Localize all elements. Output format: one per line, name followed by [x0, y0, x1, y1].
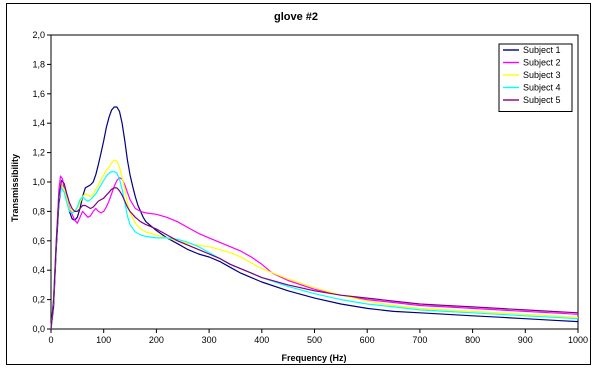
- x-tick-label: 200: [149, 335, 164, 345]
- x-tick-label: 500: [307, 335, 322, 345]
- legend-entry: Subject 1: [523, 45, 561, 55]
- y-tick-label: 1,8: [32, 59, 45, 69]
- y-tick-label: 2,0: [32, 30, 45, 40]
- chart-title: glove #2: [274, 11, 318, 23]
- plot-area: 0,0 0,2 0,4 0,6 0,8 1,0 1,2 1,4 1,6 1,8 2,0 0 100 200…: [32, 30, 588, 345]
- legend-entry: Subject 5: [523, 95, 561, 105]
- x-axis-title: Frequency (Hz): [281, 353, 346, 363]
- series-line-subject-4: [50, 171, 579, 330]
- series-line-subject-2: [50, 175, 579, 330]
- y-axis-title: Transmissibility: [10, 154, 20, 222]
- x-tick-label: 900: [518, 335, 533, 345]
- y-tick-label: 1,0: [32, 177, 45, 187]
- y-tick-label: 0,6: [32, 236, 45, 246]
- y-tick-label: 1,4: [32, 118, 45, 128]
- series-line-subject-5: [50, 179, 579, 330]
- x-tick-label: 600: [360, 335, 375, 345]
- x-tick-label: 800: [465, 335, 480, 345]
- y-tick-label: 0,2: [32, 295, 45, 305]
- series-line-subject-1: [50, 106, 579, 330]
- y-tick-label: 0,8: [32, 206, 45, 216]
- x-tick-label: 100: [96, 335, 111, 345]
- x-tick-label: 400: [254, 335, 269, 345]
- legend: Subject 1 Subject 2 Subject 3 Subject 4 Subj…: [498, 43, 573, 112]
- y-tick-label: 1,2: [32, 148, 45, 158]
- line-chart: glove #2 Transmissibility Frequency (Hz)…: [10, 11, 588, 363]
- legend-entry: Subject 4: [523, 83, 561, 93]
- y-tick-label: 1,6: [32, 89, 45, 99]
- legend-entry: Subject 2: [523, 58, 561, 68]
- x-tick-label: 300: [202, 335, 217, 345]
- y-axis-title-group: Transmissibility: [10, 154, 20, 222]
- x-tick-label: 1000: [568, 335, 588, 345]
- x-tick-label: 700: [412, 335, 427, 345]
- y-tick-label: 0,4: [32, 265, 45, 275]
- x-tick-label: 0: [48, 335, 53, 345]
- y-tick-label: 0,0: [32, 324, 45, 334]
- legend-entry: Subject 3: [523, 70, 561, 80]
- series-line-subject-3: [50, 159, 579, 330]
- chart-frame: glove #2 Transmissibility Frequency (Hz)…: [6, 3, 591, 365]
